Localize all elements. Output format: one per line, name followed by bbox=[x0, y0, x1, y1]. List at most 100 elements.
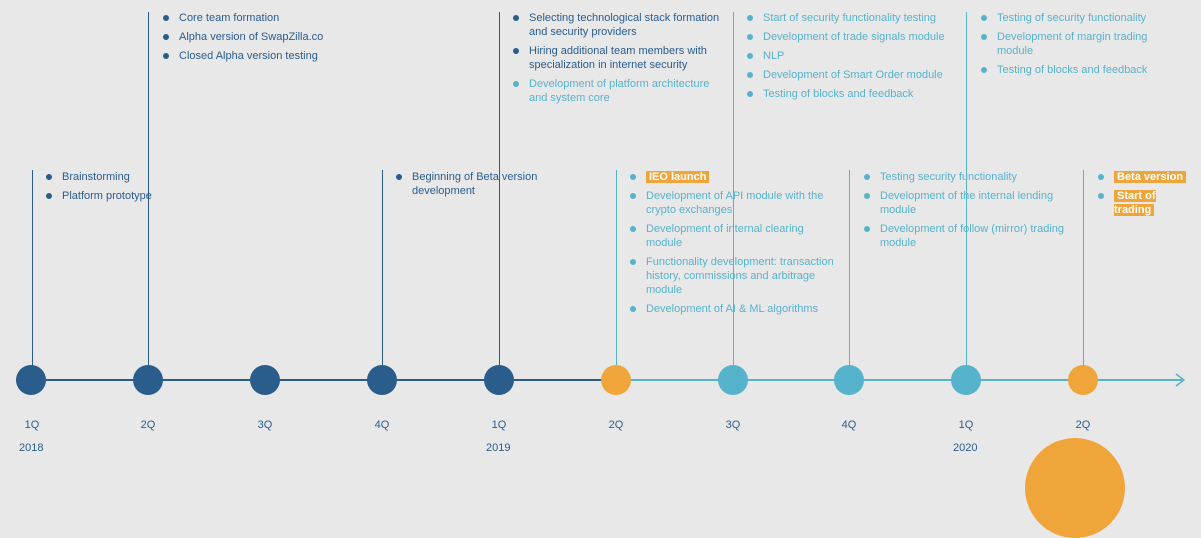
list-item: Alpha version of SwapZilla.co bbox=[163, 30, 363, 44]
bullet-icon bbox=[747, 53, 753, 59]
list-item: Platform prototype bbox=[46, 189, 156, 203]
node-q1-2020 bbox=[951, 365, 981, 395]
bullet-icon bbox=[46, 174, 52, 180]
quarter-label: 3Q bbox=[257, 419, 273, 431]
bullet-icon bbox=[981, 34, 987, 40]
ieo-launch-badge: IEO launch bbox=[646, 171, 710, 183]
bullet-icon bbox=[630, 226, 636, 232]
bullet-icon bbox=[630, 306, 636, 312]
list-item: Development of follow (mirror) trading m… bbox=[864, 222, 1074, 250]
bullet-icon bbox=[864, 174, 870, 180]
milestones-q4-2019: Testing security functionality Developme… bbox=[864, 170, 1074, 255]
milestones-q2-2018: Core team formation Alpha version of Swa… bbox=[163, 11, 363, 68]
connector-q2-2019 bbox=[616, 170, 617, 380]
bullet-icon bbox=[981, 67, 987, 73]
bullet-icon bbox=[747, 15, 753, 21]
bullet-icon bbox=[513, 48, 519, 54]
list-item: Hiring additional team members with spec… bbox=[513, 44, 723, 72]
node-q3-2018 bbox=[250, 365, 280, 395]
bullet-icon bbox=[630, 174, 636, 180]
list-item: Development of trade signals module bbox=[747, 30, 957, 44]
list-item: Development of the internal lending modu… bbox=[864, 189, 1074, 217]
list-item: Development of API module with the crypt… bbox=[630, 189, 835, 217]
quarter-label: 2Q bbox=[140, 419, 156, 431]
list-item: Development of platform architecture and… bbox=[513, 77, 723, 105]
list-item: Start of trading bbox=[1098, 189, 1198, 217]
year-label: 2020 bbox=[953, 442, 978, 454]
list-item: Development of margin trading module bbox=[981, 30, 1181, 58]
list-item: Beta version bbox=[1098, 170, 1198, 184]
bullet-icon bbox=[163, 53, 169, 59]
bullet-icon bbox=[630, 259, 636, 265]
list-item: IEO launch bbox=[630, 170, 835, 184]
bullet-icon bbox=[747, 91, 753, 97]
milestones-q1-2020: Testing of security functionality Develo… bbox=[981, 11, 1181, 82]
start-of-trading-badge: Start of trading bbox=[1114, 190, 1156, 216]
bullet-icon bbox=[1098, 174, 1104, 180]
decorative-circle bbox=[1025, 438, 1125, 538]
list-item: Core team formation bbox=[163, 11, 363, 25]
bullet-icon bbox=[163, 34, 169, 40]
quarter-label: 2Q bbox=[1075, 419, 1091, 431]
list-item: Brainstorming bbox=[46, 170, 156, 184]
milestones-q2-2020: Beta version Start of trading bbox=[1098, 170, 1198, 222]
list-item: Development of AI & ML algorithms bbox=[630, 302, 835, 316]
list-item: Selecting technological stack formation … bbox=[513, 11, 723, 39]
bullet-icon bbox=[747, 34, 753, 40]
bullet-icon bbox=[513, 81, 519, 87]
quarter-label: 1Q bbox=[491, 419, 507, 431]
bullet-icon bbox=[396, 174, 402, 180]
arrow-right-icon bbox=[1175, 373, 1186, 387]
connector-q3-2019 bbox=[733, 12, 734, 380]
connector-q4-2018 bbox=[382, 170, 383, 380]
list-item: Testing security functionality bbox=[864, 170, 1074, 184]
list-item: Testing of blocks and feedback bbox=[747, 87, 957, 101]
bullet-icon bbox=[630, 193, 636, 199]
milestones-q4-2018: Beginning of Beta version development bbox=[396, 170, 556, 203]
bullet-icon bbox=[747, 72, 753, 78]
node-q2-2019 bbox=[601, 365, 631, 395]
bullet-icon bbox=[163, 15, 169, 21]
connector-q1-2018 bbox=[32, 170, 33, 380]
bullet-icon bbox=[1098, 193, 1104, 199]
list-item: Development of internal clearing module bbox=[630, 222, 835, 250]
quarter-label: 1Q bbox=[958, 419, 974, 431]
node-q3-2019 bbox=[718, 365, 748, 395]
node-q4-2019 bbox=[834, 365, 864, 395]
beta-version-badge: Beta version bbox=[1114, 171, 1187, 183]
list-item: Development of Smart Order module bbox=[747, 68, 957, 82]
quarter-label: 3Q bbox=[725, 419, 741, 431]
node-q1-2019 bbox=[484, 365, 514, 395]
node-q2-2018 bbox=[133, 365, 163, 395]
list-item: Start of security functionality testing bbox=[747, 11, 957, 25]
list-item: NLP bbox=[747, 49, 957, 63]
connector-q1-2020 bbox=[966, 12, 967, 380]
list-item: Functionality development: transaction h… bbox=[630, 255, 835, 297]
bullet-icon bbox=[46, 193, 52, 199]
bullet-icon bbox=[513, 15, 519, 21]
year-label: 2019 bbox=[486, 442, 511, 454]
milestones-q2-2019: IEO launch Development of API module wit… bbox=[630, 170, 835, 321]
quarter-label: 2Q bbox=[608, 419, 624, 431]
node-q2-2020 bbox=[1068, 365, 1098, 395]
milestones-q1-2019: Selecting technological stack formation … bbox=[513, 11, 723, 110]
timeline-axis-upcoming bbox=[616, 379, 1182, 381]
timeline-axis-completed bbox=[31, 379, 616, 381]
bullet-icon bbox=[864, 226, 870, 232]
milestones-q1-2018: Brainstorming Platform prototype bbox=[46, 170, 156, 208]
quarter-label: 4Q bbox=[374, 419, 390, 431]
milestones-q3-2019: Start of security functionality testing … bbox=[747, 11, 957, 106]
year-label: 2018 bbox=[19, 442, 44, 454]
list-item: Testing of security functionality bbox=[981, 11, 1181, 25]
connector-q2-2020 bbox=[1083, 170, 1084, 380]
list-item: Testing of blocks and feedback bbox=[981, 63, 1181, 77]
quarter-label: 1Q bbox=[24, 419, 40, 431]
list-item: Closed Alpha version testing bbox=[163, 49, 363, 63]
bullet-icon bbox=[864, 193, 870, 199]
node-q1-2018 bbox=[16, 365, 46, 395]
bullet-icon bbox=[981, 15, 987, 21]
connector-q2-2018 bbox=[148, 12, 149, 380]
node-q4-2018 bbox=[367, 365, 397, 395]
connector-q1-2019 bbox=[499, 12, 500, 380]
list-item: Beginning of Beta version development bbox=[396, 170, 556, 198]
